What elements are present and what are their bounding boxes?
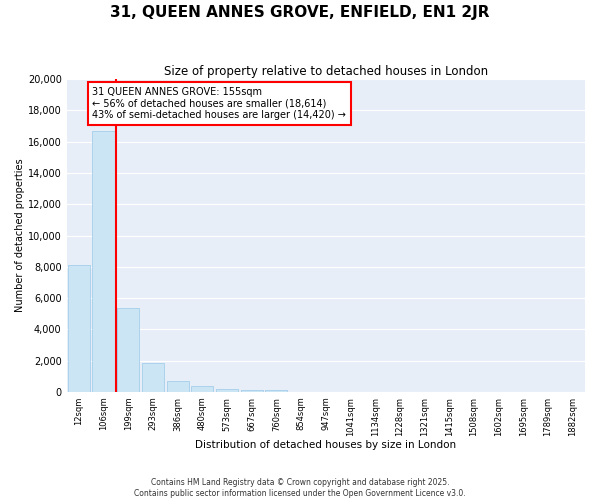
Title: Size of property relative to detached houses in London: Size of property relative to detached ho… [164, 65, 488, 78]
Text: 31, QUEEN ANNES GROVE, ENFIELD, EN1 2JR: 31, QUEEN ANNES GROVE, ENFIELD, EN1 2JR [110, 5, 490, 20]
Text: 31 QUEEN ANNES GROVE: 155sqm
← 56% of detached houses are smaller (18,614)
43% o: 31 QUEEN ANNES GROVE: 155sqm ← 56% of de… [92, 87, 346, 120]
Bar [117, 308, 139, 392]
Bar [167, 381, 189, 392]
Text: Contains HM Land Registry data © Crown copyright and database right 2025.
Contai: Contains HM Land Registry data © Crown c… [134, 478, 466, 498]
X-axis label: Distribution of detached houses by size in London: Distribution of detached houses by size … [195, 440, 457, 450]
Bar [68, 265, 90, 392]
Bar [191, 386, 214, 392]
Y-axis label: Number of detached properties: Number of detached properties [15, 158, 25, 312]
Bar [142, 363, 164, 392]
Bar [265, 390, 287, 392]
Bar [216, 388, 238, 392]
Bar [241, 390, 263, 392]
Bar [92, 131, 115, 392]
